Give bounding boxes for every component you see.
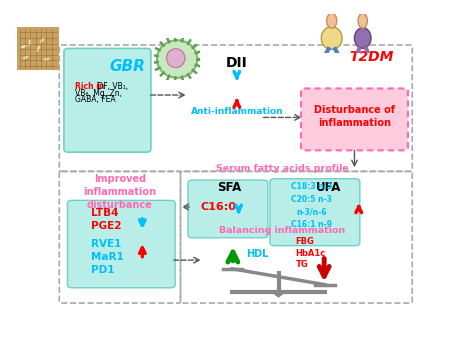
FancyBboxPatch shape: [300, 89, 407, 150]
Text: HDL: HDL: [245, 249, 268, 259]
Circle shape: [326, 13, 336, 28]
Text: VB₆, Mg, Zn,: VB₆, Mg, Zn,: [74, 89, 121, 98]
Circle shape: [357, 13, 367, 28]
Text: Anti-inflammation: Anti-inflammation: [190, 107, 283, 116]
Ellipse shape: [320, 27, 341, 50]
Text: Rich in: Rich in: [74, 82, 104, 91]
Polygon shape: [270, 292, 286, 298]
Ellipse shape: [36, 45, 40, 52]
Text: GABA, FEA: GABA, FEA: [74, 95, 115, 104]
FancyBboxPatch shape: [64, 49, 151, 152]
Text: RVE1: RVE1: [91, 239, 122, 249]
Text: DII: DII: [225, 56, 247, 70]
Text: DF, VB₁,: DF, VB₁,: [95, 82, 128, 91]
Text: Improved
inflammation
disturbance: Improved inflammation disturbance: [83, 174, 156, 210]
Text: UFA: UFA: [315, 181, 341, 194]
FancyBboxPatch shape: [67, 200, 175, 288]
Text: LTB4: LTB4: [91, 208, 118, 218]
Ellipse shape: [22, 55, 29, 60]
Text: C18:3 n-3
C20:5 n-3
n-3/n-6
C16:1 n-9: C18:3 n-3 C20:5 n-3 n-3/n-6 C16:1 n-9: [290, 182, 331, 229]
Ellipse shape: [43, 57, 50, 61]
FancyBboxPatch shape: [188, 180, 267, 238]
Ellipse shape: [166, 49, 185, 67]
Text: C16:0: C16:0: [200, 202, 236, 212]
FancyBboxPatch shape: [16, 25, 61, 72]
Text: PD1: PD1: [91, 265, 115, 275]
Text: GBR: GBR: [109, 58, 145, 74]
Text: Serum fatty acids profile: Serum fatty acids profile: [215, 164, 348, 173]
FancyBboxPatch shape: [269, 179, 359, 246]
Text: MaR1: MaR1: [91, 252, 124, 262]
Ellipse shape: [353, 28, 370, 48]
Ellipse shape: [28, 39, 32, 46]
Text: PGE2: PGE2: [91, 221, 122, 231]
Text: T2DM: T2DM: [348, 50, 392, 64]
Text: Balancing inflammation: Balancing inflammation: [218, 226, 344, 235]
Ellipse shape: [157, 40, 197, 78]
Text: Disturbance of
inflammation: Disturbance of inflammation: [313, 105, 394, 128]
Text: FBG
HbA1c
TG: FBG HbA1c TG: [295, 237, 325, 268]
Ellipse shape: [39, 37, 45, 43]
Ellipse shape: [20, 44, 27, 49]
Text: SFA: SFA: [217, 181, 241, 194]
